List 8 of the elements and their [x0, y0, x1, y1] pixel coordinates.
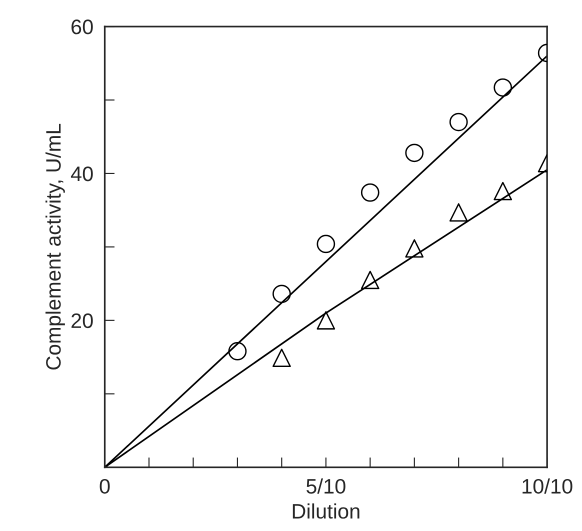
x-tick-label: 10/10 — [522, 478, 572, 494]
x-tick-label: 0 — [100, 478, 110, 494]
y-tick-label: 20 — [72, 313, 93, 328]
y-tick-label: 60 — [72, 20, 93, 34]
y-tick-label: 40 — [70, 166, 93, 182]
x-tick-label: 5/10 — [306, 478, 346, 494]
x-axis-title: Dilution — [292, 503, 360, 519]
y-axis-title: Complement activity, U/mL — [46, 124, 65, 370]
